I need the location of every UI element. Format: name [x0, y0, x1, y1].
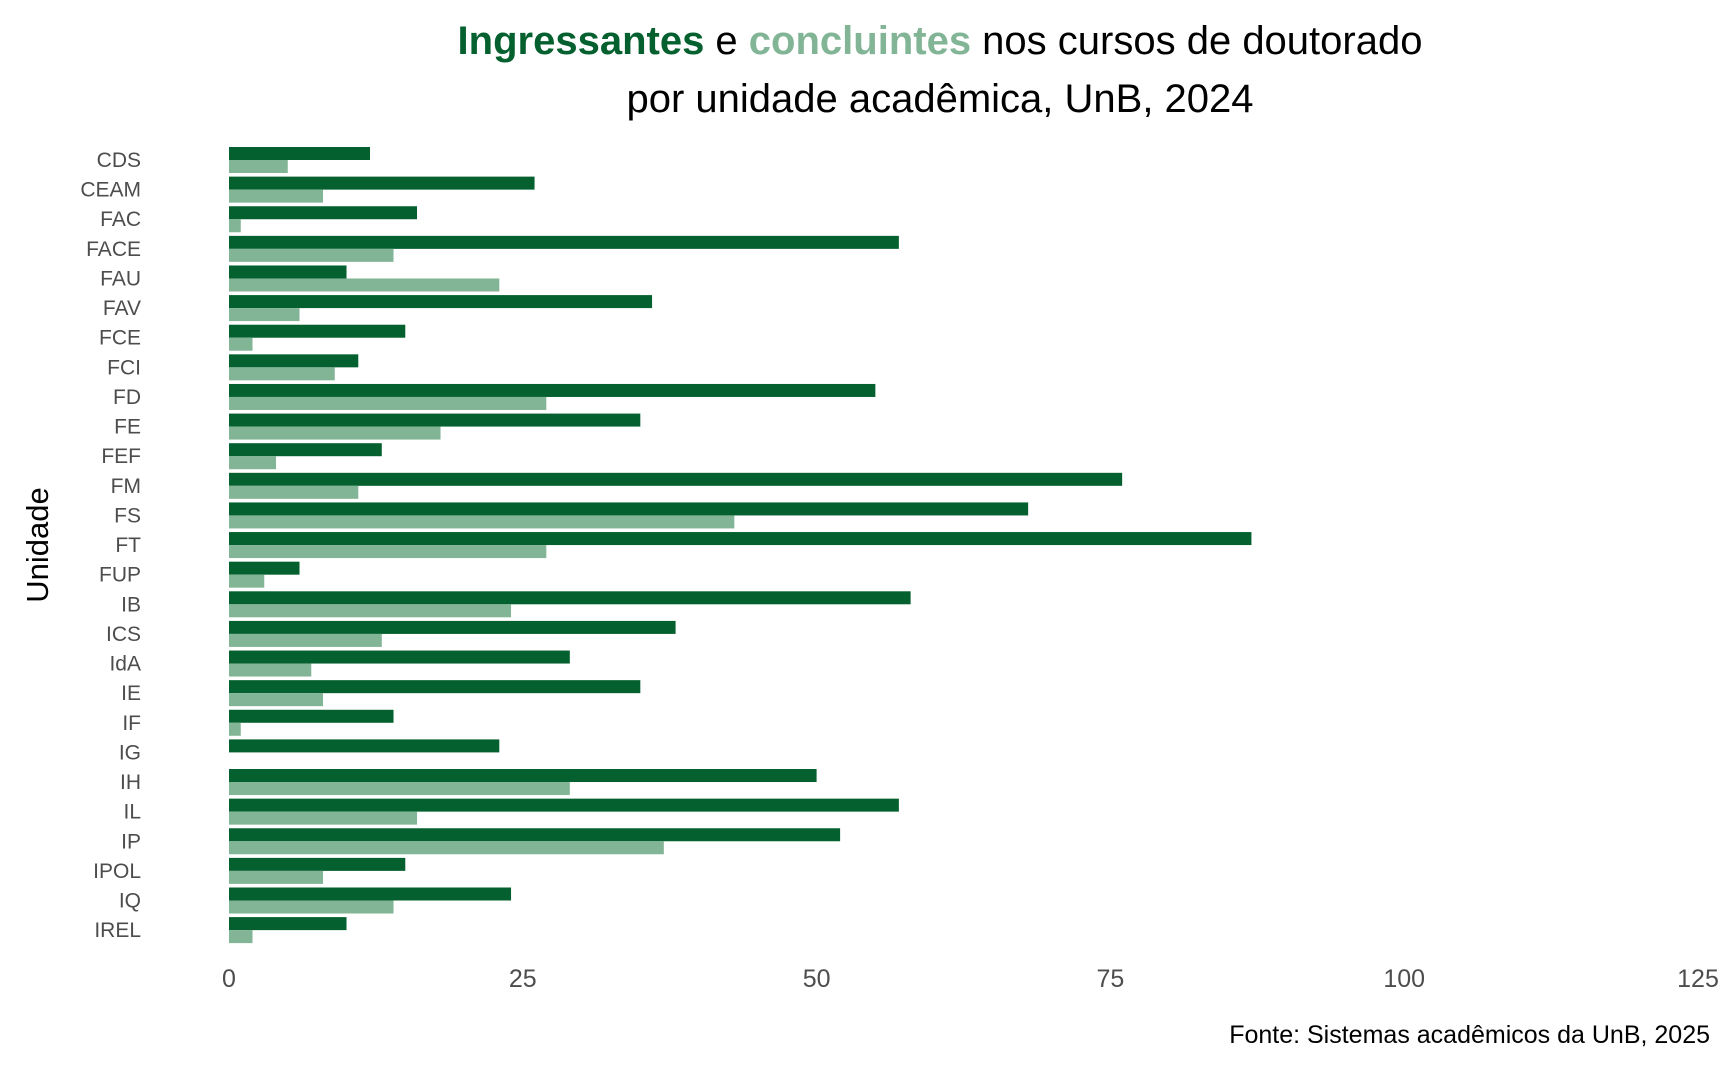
bar-ingressantes	[229, 680, 641, 694]
bar-concluintes	[229, 367, 335, 381]
bar-ingressantes	[229, 828, 841, 842]
bar-ingressantes	[229, 235, 899, 249]
bar-ingressantes	[229, 472, 1123, 486]
bar-concluintes	[229, 248, 394, 262]
bar-concluintes	[229, 900, 394, 914]
bar-ingressantes	[229, 857, 406, 871]
category-label: IL	[123, 801, 141, 824]
category-label: IREL	[94, 919, 141, 942]
bar-concluintes	[229, 515, 735, 529]
bar-ingressantes	[229, 709, 394, 723]
title-line-1: Ingressantes e concluintes nos cursos de…	[458, 19, 1423, 63]
bar-concluintes	[229, 278, 500, 292]
bar-ingressantes	[229, 769, 817, 783]
x-tick-label: 125	[1677, 965, 1719, 993]
bar-ingressantes	[229, 147, 371, 160]
bar-concluintes	[229, 308, 300, 322]
category-label: FCI	[107, 356, 141, 379]
bar-concluintes	[229, 870, 324, 884]
bar-ingressantes	[229, 265, 347, 279]
bar-ingressantes	[229, 354, 359, 368]
bar-ingressantes	[229, 650, 570, 664]
bars	[229, 147, 1252, 944]
bar-concluintes	[229, 693, 324, 707]
x-tick-label: 75	[1096, 965, 1124, 993]
bar-concluintes	[229, 841, 664, 855]
category-label: FEF	[101, 445, 141, 468]
bar-concluintes	[229, 485, 359, 499]
category-label: CDS	[97, 149, 141, 172]
category-label: FUP	[99, 564, 141, 587]
bar-ingressantes	[229, 324, 406, 338]
bar-ingressantes	[229, 591, 911, 605]
bar-concluintes	[229, 337, 253, 351]
bar-ingressantes	[229, 443, 382, 457]
category-label: ICS	[106, 623, 141, 646]
category-label: IdA	[109, 653, 141, 676]
bar-concluintes	[229, 396, 547, 410]
bar-ingressantes	[229, 502, 1029, 516]
bar-ingressantes	[229, 739, 500, 753]
category-labels: CDS CEAM FAC FACE FAU FAV FCE FCI FD FE FEF FM FS FT F…	[80, 149, 141, 942]
bar-ingressantes	[229, 295, 653, 309]
x-tick-label: 25	[509, 965, 537, 993]
title-rest: nos cursos de doutorado	[971, 19, 1422, 63]
category-label: FS	[114, 504, 141, 527]
x-tick-label: 0	[222, 965, 236, 993]
bar-concluintes	[229, 160, 288, 173]
category-label: FE	[114, 416, 141, 439]
category-label: CEAM	[80, 179, 141, 202]
bar-ingressantes	[229, 917, 347, 931]
bar-ingressantes	[229, 383, 876, 397]
category-label: FAV	[103, 297, 141, 320]
category-label: IPOL	[93, 860, 141, 883]
category-label: IB	[121, 593, 141, 616]
bar-concluintes	[229, 426, 441, 440]
bar-concluintes	[229, 545, 547, 559]
category-label: FCE	[99, 327, 141, 350]
category-label: IG	[119, 741, 141, 764]
category-label: IH	[120, 771, 141, 794]
title-ingressantes: Ingressantes	[458, 19, 705, 63]
bar-ingressantes	[229, 413, 641, 427]
category-label: IQ	[119, 890, 141, 913]
category-label: IF	[122, 712, 141, 735]
x-tick-label: 50	[803, 965, 831, 993]
bar-concluintes	[229, 189, 324, 203]
chart-title: Ingressantes e concluintes nos cursos de…	[458, 19, 1423, 121]
category-label: FM	[111, 475, 141, 498]
category-label: FAC	[100, 208, 141, 231]
bar-concluintes	[229, 663, 312, 677]
bar-concluintes	[229, 574, 265, 588]
category-label: FACE	[86, 238, 141, 261]
bar-ingressantes	[229, 620, 676, 634]
category-label: FAU	[100, 267, 141, 290]
title-conjunction: e	[704, 19, 748, 63]
category-label: IE	[121, 682, 141, 705]
bar-concluintes	[229, 811, 418, 825]
category-label: FD	[113, 386, 141, 409]
x-tick-labels: 0 25 50 75 100 125	[222, 965, 1719, 993]
bar-ingressantes	[229, 561, 300, 575]
bar-concluintes	[229, 930, 253, 944]
bar-ingressantes	[229, 176, 535, 190]
bar-concluintes	[229, 456, 277, 470]
title-line-2: por unidade acadêmica, UnB, 2024	[626, 77, 1253, 121]
category-label: IP	[121, 830, 141, 853]
bar-concluintes	[229, 604, 512, 618]
x-tick-label: 100	[1383, 965, 1425, 993]
bar-concluintes	[229, 722, 241, 736]
bar-ingressantes	[229, 887, 512, 901]
y-axis-title: Unidade	[20, 487, 55, 602]
bar-ingressantes	[229, 798, 899, 812]
bar-concluintes	[229, 633, 382, 647]
title-concluintes: concluintes	[749, 19, 971, 63]
bar-concluintes	[229, 219, 241, 233]
bar-ingressantes	[229, 532, 1252, 546]
category-label: FT	[115, 534, 141, 557]
source-caption: Fonte: Sistemas acadêmicos da UnB, 2025	[1229, 1021, 1710, 1049]
bar-ingressantes	[229, 206, 418, 220]
bar-concluintes	[229, 782, 570, 796]
